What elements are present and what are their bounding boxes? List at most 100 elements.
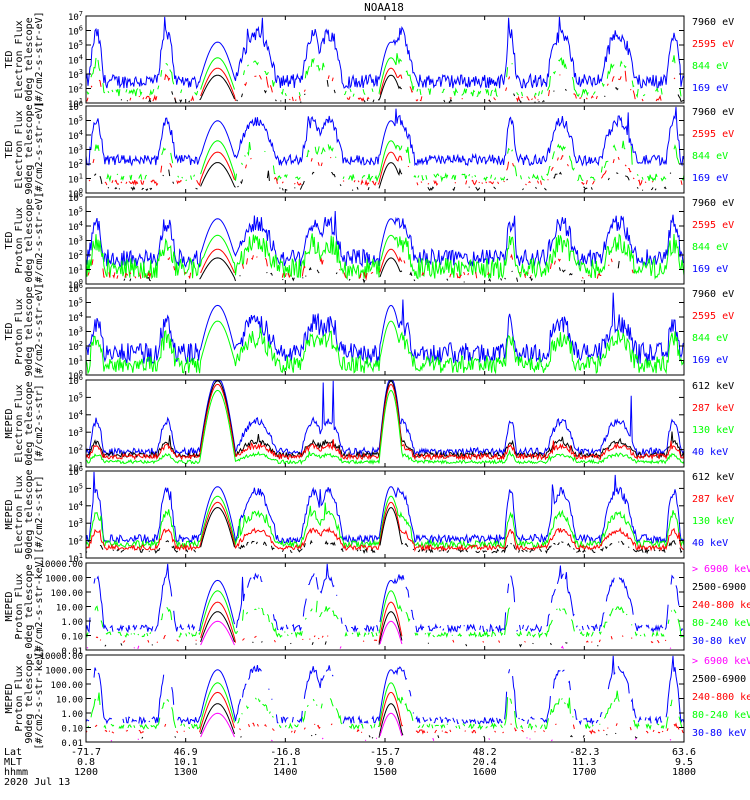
legend-item: 2595 eV	[692, 129, 734, 140]
legend-item: 844 eV	[692, 242, 728, 253]
y-tick-exponent: 4	[79, 500, 83, 508]
trace-blue	[86, 106, 684, 167]
y-tick-exponent: 4	[79, 54, 83, 62]
y-tick-exponent: 6	[79, 374, 83, 382]
y-tick-exponent: 1	[79, 173, 83, 181]
y-axis-label-line: Proton Flux	[14, 665, 25, 731]
y-tick-label: 101	[68, 173, 83, 186]
y-tick-label: 102	[68, 340, 83, 353]
y-tick-exponent: 4	[79, 311, 83, 319]
y-tick-exponent: 0	[79, 369, 83, 377]
y-axis-label-line: TED	[4, 231, 15, 249]
plot-title: NOAA18	[364, 1, 404, 14]
y-tick-label: 100.00	[50, 589, 83, 599]
y-tick-label: 103	[68, 235, 83, 248]
y-tick-exponent: 0	[79, 278, 83, 286]
legend-item: 130 keV	[692, 516, 734, 527]
y-tick-exponent: 1	[79, 461, 83, 469]
y-axis-label-line: Proton Flux	[14, 207, 25, 273]
trace-black	[105, 612, 683, 647]
legend-item: 80-240 keV	[692, 710, 750, 721]
trace-green	[86, 233, 684, 281]
y-tick-label: 0.01	[61, 647, 83, 657]
x-tick-label: 1400	[273, 767, 297, 778]
panel-4-traces	[86, 292, 684, 375]
y-axis-label-line: [#/cm2-s-str]	[34, 475, 45, 553]
trace-blue	[86, 210, 684, 269]
trace-green	[86, 320, 684, 375]
y-tick-label: 105	[68, 482, 83, 495]
panel-6-traces	[86, 471, 684, 553]
legend-item: 287 keV	[692, 403, 734, 414]
y-tick-label: 104	[68, 409, 83, 422]
legend-item: 169 eV	[692, 355, 728, 366]
mlt-value: 11.3	[572, 757, 596, 768]
y-tick-exponent: 6	[79, 465, 83, 473]
y-axis-label-line: [#/cm2-s-str-eV]	[34, 192, 45, 288]
y-axis-label-line: Electron Flux	[14, 384, 25, 462]
lat-value: 63.6	[672, 747, 696, 758]
y-tick-exponent: 3	[79, 326, 83, 334]
panel-2-traces	[86, 106, 684, 191]
y-axis-label-line: Electron Flux	[14, 20, 25, 98]
y-axis-label-line: MEPED	[4, 683, 15, 713]
trace-blue	[86, 380, 684, 457]
legend-item: 7960 eV	[692, 198, 734, 209]
y-tick-label: 102	[68, 535, 83, 548]
y-tick-exponent: 4	[79, 129, 83, 137]
legend-item: 2595 eV	[692, 220, 734, 231]
trace-red	[86, 501, 684, 552]
trace-black	[94, 163, 684, 191]
y-tick-label: 107	[68, 10, 83, 23]
y-axis-label-line: 0deg telescope	[24, 564, 35, 648]
legend-item: 2595 eV	[692, 311, 734, 322]
trace-blue	[86, 16, 684, 90]
y-axis-label-line: 0deg telescope	[24, 198, 35, 282]
y-tick-exponent: 2	[79, 340, 83, 348]
mlt-value: 20.4	[473, 757, 497, 768]
legend-item: 7960 eV	[692, 289, 734, 300]
time-axis: LatMLThhmm-71.70.8120046.910.11300-16.82…	[4, 747, 696, 788]
y-axis-label-line: [#/cm2-s-str-keV]	[34, 647, 45, 749]
panel-7-traces	[86, 563, 684, 649]
y-axis-label-line: Proton Flux	[14, 298, 25, 364]
y-tick-label: 104	[68, 54, 83, 67]
panel-3-traces	[86, 210, 684, 282]
trace-blue	[86, 471, 684, 545]
y-axis-label: MEPEDProton Flux0deg telescope[#/cm2-s-s…	[4, 555, 45, 657]
panel-frame	[85, 654, 685, 743]
y-tick-label: 105	[68, 297, 83, 310]
y-tick-exponent: 3	[79, 517, 83, 525]
y-axis-label-line: Electron Flux	[14, 475, 25, 553]
y-tick-exponent: 5	[79, 482, 83, 490]
x-tick-label: 1500	[373, 767, 397, 778]
y-tick-exponent: 3	[79, 235, 83, 243]
y-axis-label-line: 90deg telescope	[24, 286, 35, 376]
y-axis-label: TEDElectron Flux90deg telescope[#/cm2-s-…	[4, 101, 45, 197]
y-tick-exponent: 2	[79, 158, 83, 166]
y-tick-exponent: 4	[79, 409, 83, 417]
y-axis-label-line: MEPED	[4, 408, 15, 438]
legend-item: 612 keV	[692, 381, 734, 392]
legend-item: 169 eV	[692, 83, 728, 94]
mlt-value: 21.1	[273, 757, 297, 768]
axis-row-label-lat: Lat	[4, 747, 22, 758]
mlt-value: 9.5	[675, 757, 693, 768]
legend-item: > 6900 keV	[692, 656, 750, 667]
y-tick-exponent: 4	[79, 220, 83, 228]
panel-frame	[85, 562, 685, 651]
y-tick-exponent: 5	[79, 391, 83, 399]
legend-item: 2500-6900	[692, 674, 746, 685]
trace-black	[86, 380, 684, 460]
y-tick-label: 101	[68, 264, 83, 277]
trace-green	[94, 140, 684, 183]
y-tick-label: 1000.00	[45, 575, 83, 585]
y-tick-label: 105	[68, 39, 83, 52]
y-tick-label: 106	[68, 25, 83, 38]
y-axis-label-line: TED	[4, 50, 15, 68]
